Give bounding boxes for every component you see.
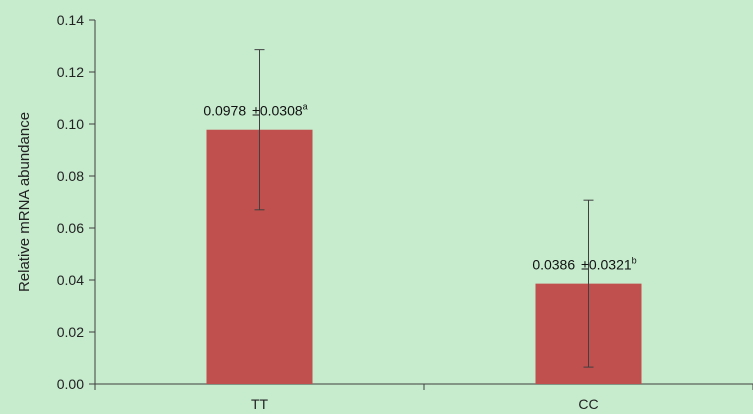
y-tick-label: 0.10 — [57, 116, 84, 132]
bars — [206, 129, 642, 384]
data-labels: 0.0978 ±0.0308a 0.0386 ±0.0321b — [203, 102, 636, 273]
data-label-pm: ± — [252, 103, 260, 119]
data-label-value: 0.0386 — [532, 257, 575, 273]
y-axis: 0.00 0.02 0.04 0.06 0.08 0.10 0.12 0.14 — [57, 12, 96, 392]
y-tick-label: 0.08 — [57, 168, 84, 184]
y-tick-label: 0.12 — [57, 64, 84, 80]
y-tick-label: 0.02 — [57, 324, 84, 340]
data-label-error: 0.0321 — [589, 257, 632, 273]
error-bars — [254, 49, 594, 368]
x-axis: TT CC — [94, 383, 753, 412]
x-category-label: TT — [251, 396, 269, 412]
data-label-pm: ± — [581, 257, 589, 273]
y-tick-label: 0.14 — [57, 12, 84, 28]
y-tick-label: 0.06 — [57, 220, 84, 236]
data-label: 0.0386 ±0.0321b — [532, 256, 636, 273]
x-category-label: CC — [578, 396, 598, 412]
data-label: 0.0978 ±0.0308a — [203, 102, 307, 119]
data-label-superscript: b — [632, 256, 637, 266]
data-label-superscript: a — [303, 102, 308, 112]
data-label-value: 0.0978 — [203, 103, 246, 119]
y-axis-title: Relative mRNA abundance — [16, 112, 33, 292]
data-label-error: 0.0308 — [260, 103, 303, 119]
y-tick-label: 0.00 — [57, 376, 84, 392]
y-tick-label: 0.04 — [57, 272, 84, 288]
